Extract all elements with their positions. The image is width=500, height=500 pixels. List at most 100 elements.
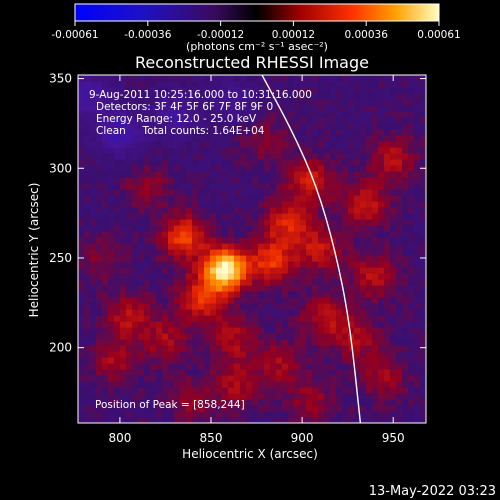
heatmap-cell xyxy=(192,105,199,112)
heatmap-cell xyxy=(342,321,349,328)
heatmap-cell xyxy=(276,231,283,238)
x-tick-label: 950 xyxy=(382,431,405,445)
heatmap-cell xyxy=(210,303,217,310)
heatmap-cell xyxy=(414,195,421,202)
heatmap-cell xyxy=(408,213,415,220)
heatmap-cell xyxy=(402,141,409,148)
solar-limb-curve xyxy=(261,75,362,423)
heatmap-cell xyxy=(144,261,151,268)
heatmap-cell xyxy=(102,135,109,142)
heatmap-cell xyxy=(288,195,295,202)
heatmap-cell xyxy=(180,153,187,160)
heatmap-cell xyxy=(144,81,151,88)
heatmap-cell xyxy=(222,183,229,190)
heatmap-cell xyxy=(198,255,205,262)
heatmap-cell xyxy=(402,255,409,262)
heatmap-cell xyxy=(294,381,301,388)
heatmap-cell xyxy=(90,393,97,400)
heatmap-cell xyxy=(258,411,265,418)
heatmap-cell xyxy=(192,351,199,358)
heatmap-cell xyxy=(96,225,103,232)
heatmap-cell xyxy=(372,177,379,184)
heatmap-cell xyxy=(120,381,127,388)
heatmap-cell xyxy=(216,411,223,418)
heatmap-cell xyxy=(324,189,331,196)
heatmap-cell xyxy=(84,405,91,412)
heatmap-cell xyxy=(294,273,301,280)
heatmap-cell xyxy=(78,345,85,352)
heatmap-cell xyxy=(396,249,403,256)
heatmap-cell xyxy=(300,345,307,352)
heatmap-cell xyxy=(120,213,127,220)
heatmap-cell xyxy=(366,309,373,316)
heatmap-cell xyxy=(108,381,115,388)
heatmap-cell xyxy=(300,285,307,292)
heatmap-cell xyxy=(192,201,199,208)
heatmap-cell xyxy=(126,93,133,100)
heatmap-cell xyxy=(408,231,415,238)
heatmap-cell xyxy=(396,99,403,106)
heatmap-cell xyxy=(114,363,121,370)
heatmap-cell xyxy=(126,207,133,214)
heatmap-cell xyxy=(222,393,229,400)
heatmap-cell xyxy=(126,327,133,334)
heatmap-cell xyxy=(276,291,283,298)
heatmap-cell xyxy=(360,183,367,190)
heatmap-cell xyxy=(192,75,199,82)
heatmap-cell xyxy=(384,183,391,190)
heatmap-cell xyxy=(318,231,325,238)
heatmap-cell xyxy=(252,201,259,208)
heatmap-cell xyxy=(234,195,241,202)
heatmap-cell xyxy=(96,333,103,340)
heatmap-cell xyxy=(336,177,343,184)
heatmap-cell xyxy=(126,273,133,280)
heatmap-cell xyxy=(378,321,385,328)
heatmap-cell xyxy=(414,345,421,352)
heatmap-cell xyxy=(390,183,397,190)
heatmap-cell xyxy=(228,249,235,256)
heatmap-cell xyxy=(378,303,385,310)
heatmap-cell xyxy=(414,105,421,112)
heatmap-cell xyxy=(222,81,229,88)
heatmap-cell xyxy=(300,405,307,412)
heatmap-cell xyxy=(264,285,271,292)
heatmap-cell xyxy=(234,117,241,124)
heatmap-cell xyxy=(180,237,187,244)
heatmap-cell xyxy=(96,93,103,100)
heatmap-cell xyxy=(270,75,277,82)
heatmap-cell xyxy=(324,339,331,346)
heatmap-cell xyxy=(348,327,355,334)
heatmap-cell xyxy=(216,189,223,196)
heatmap-cell xyxy=(168,267,175,274)
heatmap-cell xyxy=(174,393,181,400)
heatmap-cell xyxy=(414,387,421,394)
heatmap-cell xyxy=(372,327,379,334)
heatmap-cell xyxy=(78,99,85,106)
heatmap-cell xyxy=(318,363,325,370)
heatmap-cell xyxy=(198,351,205,358)
heatmap-cell xyxy=(222,303,229,310)
heatmap-cell xyxy=(348,345,355,352)
heatmap-cell xyxy=(198,399,205,406)
heatmap-cell xyxy=(312,327,319,334)
heatmap-cell xyxy=(96,177,103,184)
heatmap-cell xyxy=(372,99,379,106)
heatmap-cell xyxy=(198,273,205,280)
heatmap-cell xyxy=(414,291,421,298)
heatmap-cell xyxy=(84,357,91,364)
heatmap-cell xyxy=(402,189,409,196)
heatmap-cell xyxy=(114,339,121,346)
heatmap-cell xyxy=(252,279,259,286)
heatmap-cell xyxy=(168,345,175,352)
heatmap-cell xyxy=(222,279,229,286)
heatmap-cell xyxy=(192,153,199,160)
heatmap-cell xyxy=(324,237,331,244)
heatmap-cell xyxy=(270,165,277,172)
heatmap-cell xyxy=(186,315,193,322)
heatmap-cell xyxy=(174,189,181,196)
heatmap-cell xyxy=(78,111,85,118)
y-axis-label: Heliocentric Y (arcsec) xyxy=(27,183,41,318)
heatmap-cell xyxy=(258,195,265,202)
heatmap-cell xyxy=(408,411,415,418)
heatmap-cell xyxy=(240,267,247,274)
